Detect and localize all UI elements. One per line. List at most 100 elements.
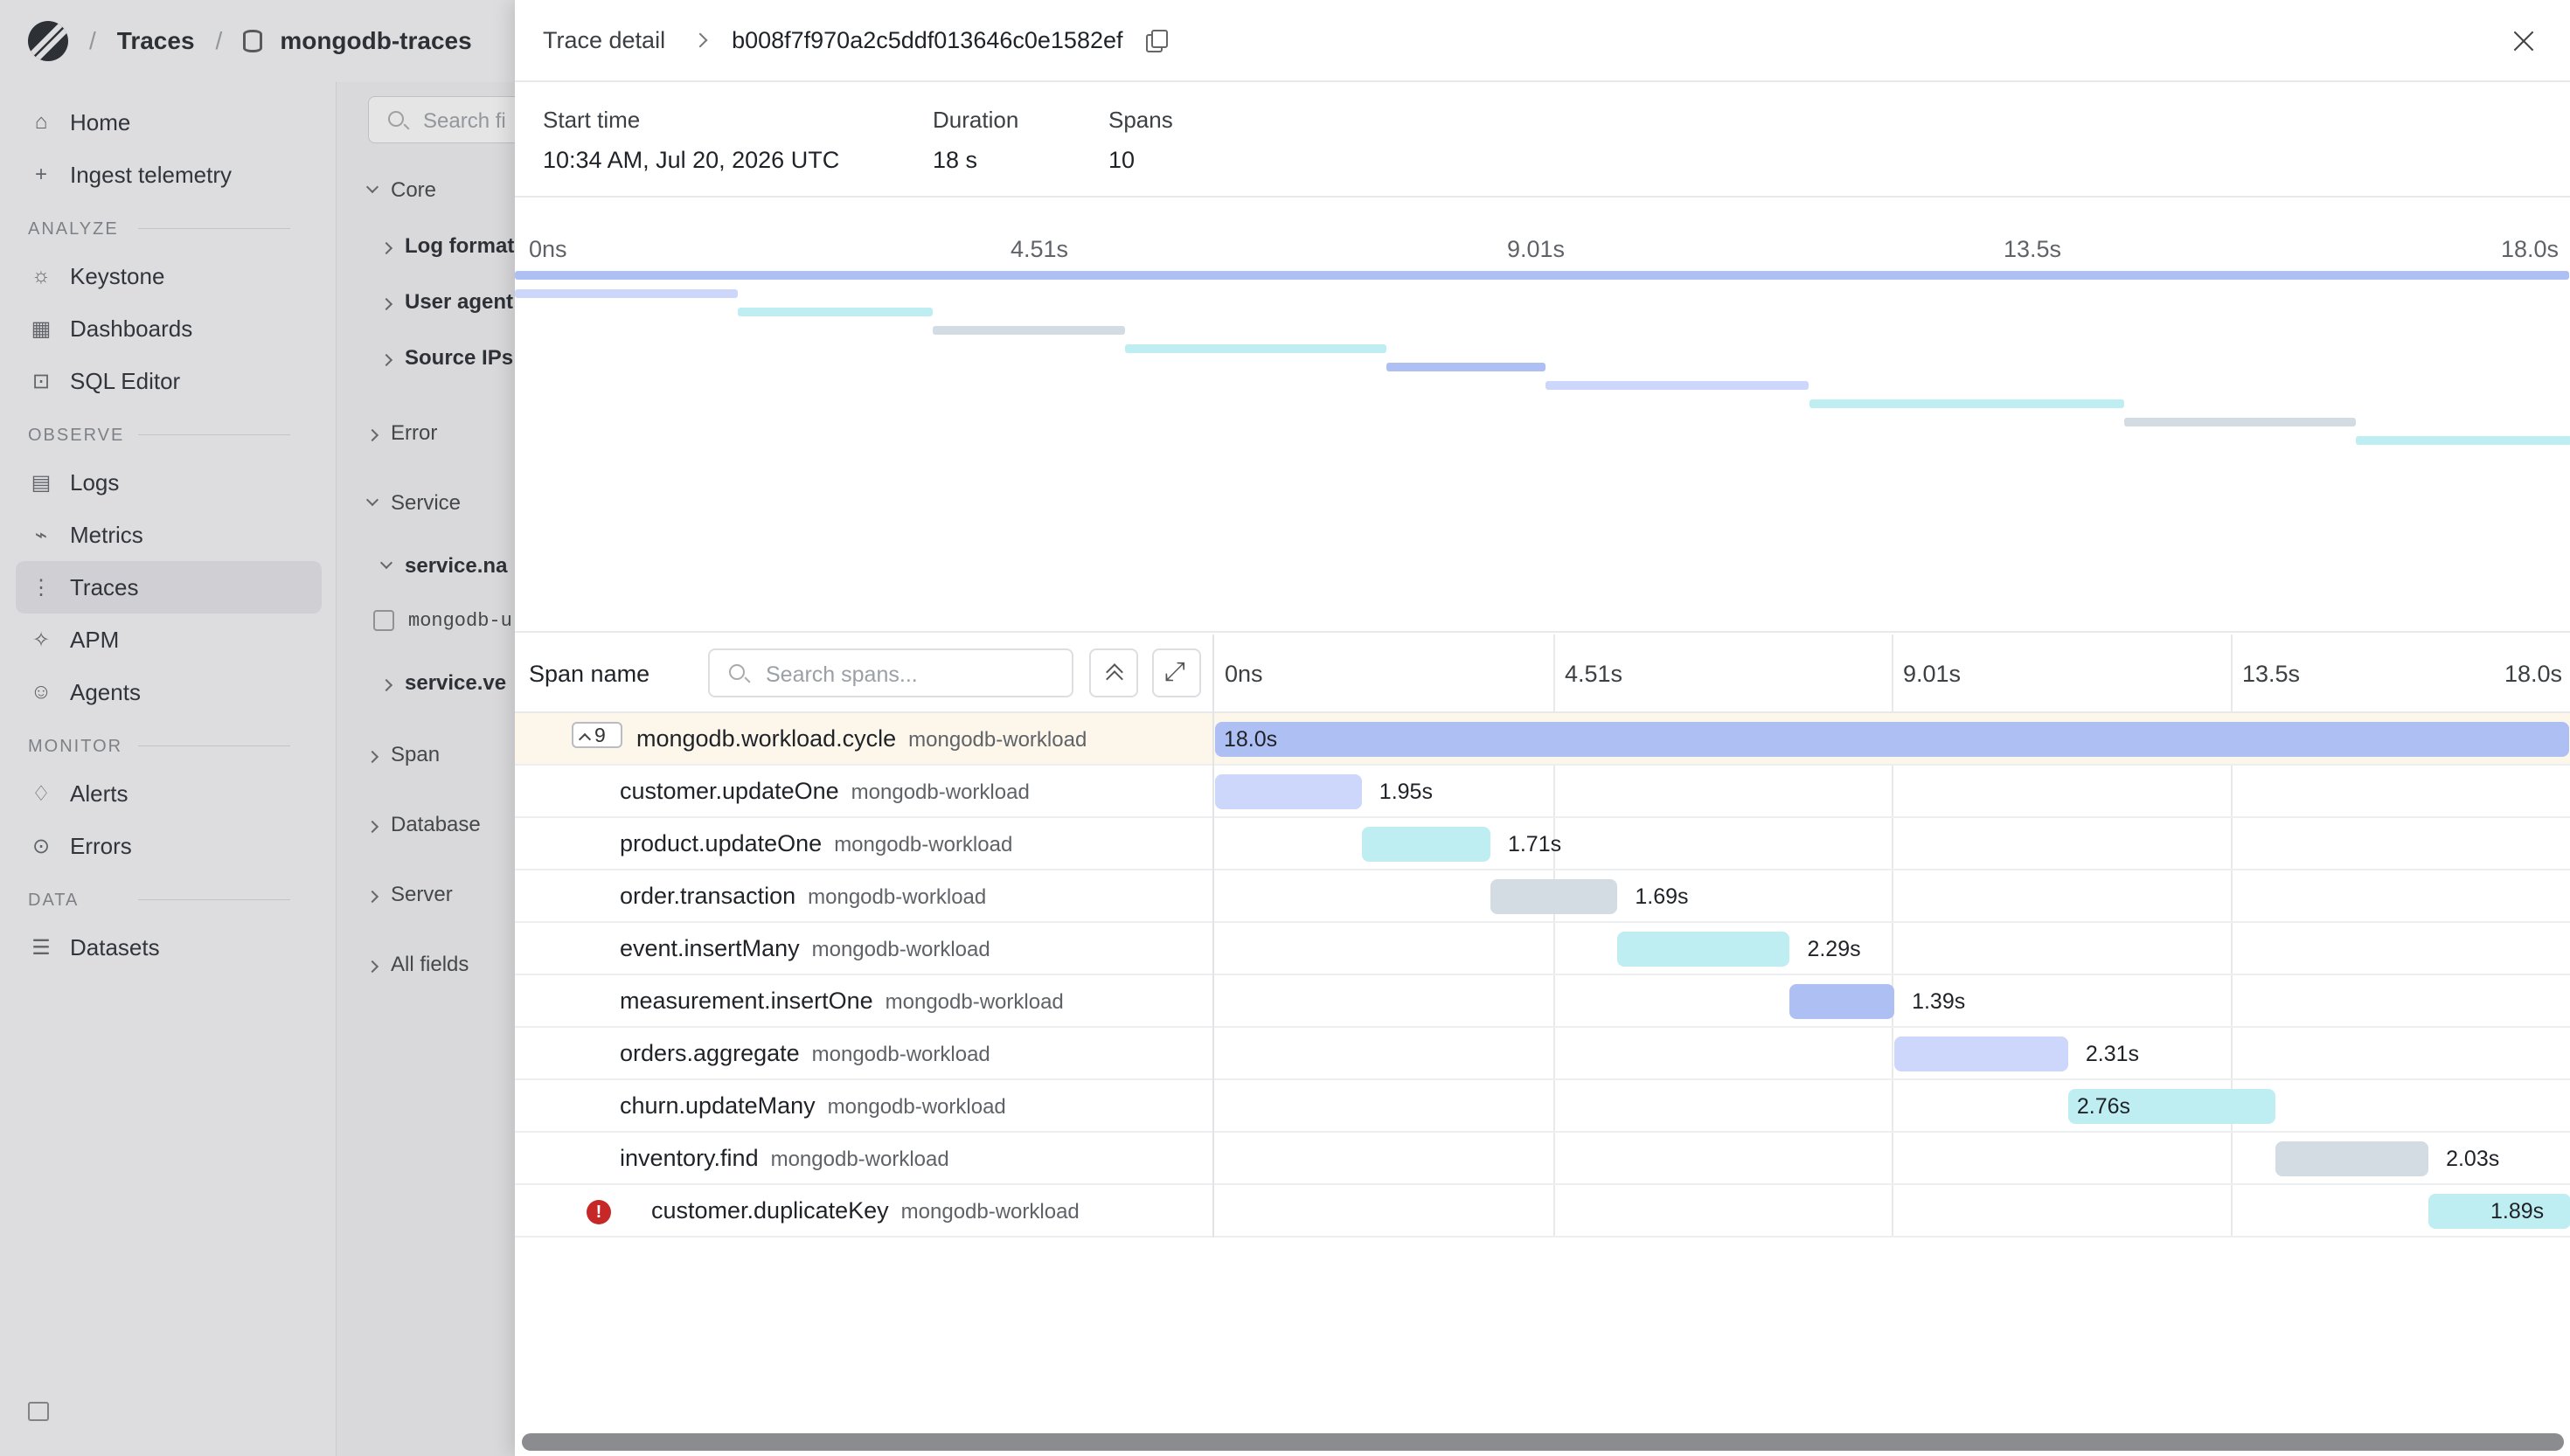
span-bar[interactable] [1215,774,1362,809]
span-bar[interactable] [1361,827,1490,862]
filter-group-error[interactable]: Error [365,421,438,446]
filter-log-format[interactable]: Log format [379,234,514,259]
sidebar-item-traces[interactable]: ⋮ Traces [16,561,322,614]
filter-group-span[interactable]: Span [365,743,440,767]
span-service: mongodb-workload [811,1043,990,1066]
span-name-header: Span name [529,661,650,687]
span-operation: inventory.find [620,1145,759,1171]
span-row[interactable]: 9 mongodb.workload.cycle mongodb-workload 1… [515,713,2570,766]
span-tree-cell: inventory.find mongodb-workload [515,1133,1212,1183]
filter-label: Error [391,421,438,445]
sidebar-section-monitor: MONITOR [16,718,322,767]
modal-overlay[interactable] [0,0,524,1456]
span-operation: churn.updateMany [620,1092,816,1119]
span-row[interactable]: ! customer.duplicateKey mongodb-workload 1.… [515,1185,2570,1238]
drawer-header: Trace detail b008f7f970a2c5ddf013646c0e1… [515,0,2570,82]
filter-group-database[interactable]: Database [365,813,481,837]
search-icon [388,111,404,127]
filter-source-ips[interactable]: Source IPs [379,346,513,371]
column-divider[interactable] [1212,634,1214,1238]
spans-value: 10 [1108,147,1136,173]
filter-search-placeholder: Search fi [423,109,506,133]
span-tree-cell: 9 mongodb.workload.cycle mongodb-workload [515,713,1212,764]
checkbox[interactable] [373,610,394,632]
span-name: inventory.find mongodb-workload [620,1145,949,1172]
span-bar[interactable] [1789,984,1895,1019]
sidebar-item-home[interactable]: ⌂ Home [16,96,322,149]
span-row[interactable]: customer.updateOne mongodb-workload 1.95s [515,766,2570,818]
trace-detail-drawer: Trace detail b008f7f970a2c5ddf013646c0e1… [515,0,2570,1456]
span-bar[interactable] [2067,1089,2276,1124]
sidebar-item-metrics[interactable]: ⌁ Metrics [16,509,322,561]
span-bar[interactable] [1490,879,1618,914]
span-tree-cell: orders.aggregate mongodb-workload [515,1028,1212,1078]
bell-icon: ♢ [31,781,51,806]
span-bar[interactable] [1894,1037,2068,1071]
filter-group-all-fields[interactable]: All fields [365,953,469,977]
span-duration-label: 18.0s [1224,727,1278,752]
sidebar-item-alerts[interactable]: ♢ Alerts [16,767,322,820]
minimap-span-bar [515,271,2569,280]
filter-group-server[interactable]: Server [365,883,453,907]
minimap-span-bar [515,289,738,298]
traces-icon: ⋮ [31,575,52,600]
span-name: order.transaction mongodb-workload [620,883,986,910]
sidebar-item-keystone[interactable]: ☼ Keystone [16,250,322,302]
span-row[interactable]: inventory.find mongodb-workload 2.03s [515,1133,2570,1185]
drawer-title: Trace detail [543,26,666,53]
span-row[interactable]: event.insertMany mongodb-workload 2.29s [515,923,2570,975]
sidebar-item-datasets[interactable]: ☰ Datasets [16,921,322,974]
span-tree-cell: order.transaction mongodb-workload [515,870,1212,921]
horizontal-scrollbar[interactable] [522,1433,2564,1451]
sidebar-item-dashboards[interactable]: ▦ Dashboards [16,302,322,355]
chart-icon: ⌁ [34,523,48,547]
minimap-span-bar [1386,363,1545,371]
span-name: orders.aggregate mongodb-workload [620,1040,990,1067]
sidebar-item-apm[interactable]: ✧ APM [16,614,322,666]
collapse-all-button[interactable] [1089,648,1138,697]
grid-icon: ▦ [31,316,52,341]
filter-label: Service [391,491,462,515]
sidebar-item-label: Keystone [70,262,165,289]
filter-checkbox-mongodb[interactable]: mongodb-u [373,610,512,632]
span-service: mongodb-workload [834,833,1013,856]
span-row[interactable]: product.updateOne mongodb-workload 1.71s [515,818,2570,870]
filter-service-version[interactable]: service.ve [379,671,506,696]
sidebar-item-errors[interactable]: ⊙ Errors [16,820,322,872]
close-icon[interactable] [2509,26,2539,56]
span-search-input[interactable]: Search spans... [708,648,1073,697]
span-operation: event.insertMany [620,935,800,961]
filter-group-core[interactable]: Core [365,178,436,203]
breadcrumb-traces[interactable]: Traces [116,27,195,54]
minimap-span-bar [737,308,933,316]
span-row[interactable]: order.transaction mongodb-workload 1.69s [515,870,2570,923]
filter-group-service[interactable]: Service [365,491,462,516]
filter-user-agent[interactable]: User agent [379,290,513,315]
sidebar-section-observe: OBSERVE [16,407,322,456]
span-row[interactable]: churn.updateMany mongodb-workload 2.76s [515,1080,2570,1133]
sidebar-item-agents[interactable]: ☺ Agents [16,666,322,718]
span-duration-label: 2.76s [2076,1094,2131,1119]
expand-view-button[interactable] [1152,648,1201,697]
home-icon: ⌂ [34,110,48,134]
collapse-children-toggle[interactable]: 9 [572,722,622,748]
copy-icon[interactable] [1145,30,1168,52]
timeline-gridline [1892,634,1893,1238]
sidebar-item-ingest[interactable]: + Ingest telemetry [16,149,322,201]
filter-service-name[interactable]: service.na [379,554,507,579]
span-bar[interactable] [2275,1141,2429,1176]
span-row[interactable]: orders.aggregate mongodb-workload 2.31s [515,1028,2570,1080]
breadcrumb-dataset[interactable]: mongodb-traces [280,27,472,54]
span-duration-label: 2.29s [1807,937,1861,961]
span-bar[interactable] [2428,1194,2570,1229]
span-bar[interactable] [1617,932,1790,967]
sidebar-collapse-icon[interactable] [28,1402,49,1421]
span-row[interactable]: measurement.insertOne mongodb-workload 1.3… [515,975,2570,1028]
sidebar-item-sql-editor[interactable]: ⊡ SQL Editor [16,355,322,407]
minimap-span-bar [1125,344,1387,353]
sidebar-item-logs[interactable]: ▤ Logs [16,456,322,509]
span-bar[interactable] [1215,722,2569,757]
trace-minimap[interactable]: 0ns 4.51s 9.01s 13.5s 18.0s [515,198,2570,633]
span-operation: order.transaction [620,883,796,909]
minimap-tick: 9.01s [1507,236,1566,262]
